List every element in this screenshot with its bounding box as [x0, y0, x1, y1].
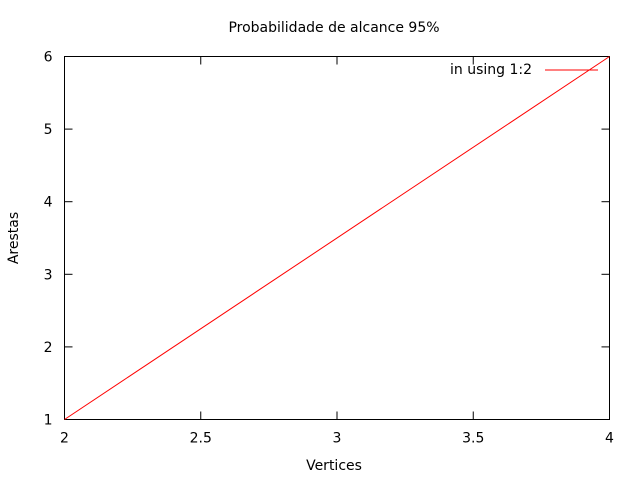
- y-tick-label: 6: [44, 50, 53, 66]
- y-axis-label: Arestas: [6, 212, 22, 264]
- x-axis: 2 2.5 3 3.5 4: [60, 56, 614, 447]
- x-tick-label: 3: [333, 431, 342, 447]
- series-line: [64, 56, 610, 420]
- y-tick-label: 4: [44, 195, 53, 211]
- y-tick-label: 1: [44, 413, 53, 429]
- x-tick-label: 3.5: [462, 431, 484, 447]
- x-tick-label: 2: [60, 431, 69, 447]
- series-layer: [64, 56, 610, 420]
- x-tick-label: 4: [605, 431, 614, 447]
- y-axis: 1 2 3 4 5 6: [44, 50, 610, 429]
- x-axis-label: Vertices: [306, 458, 362, 474]
- y-tick-label: 3: [44, 267, 53, 283]
- legend: in using 1:2: [450, 62, 598, 78]
- legend-label: in using 1:2: [450, 62, 532, 78]
- y-tick-label: 5: [44, 122, 53, 138]
- y-tick-label: 2: [44, 340, 53, 356]
- x-tick-label: 2.5: [190, 431, 212, 447]
- chart-title: Probabilidade de alcance 95%: [228, 20, 439, 36]
